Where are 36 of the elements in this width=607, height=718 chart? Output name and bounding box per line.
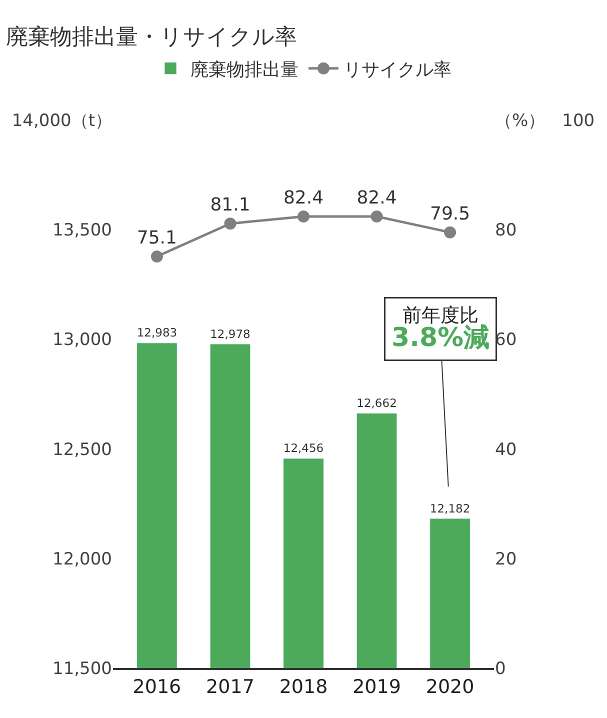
x-tick-label: 2016 [132,676,182,698]
y-tick-label: 11,500 [52,658,112,679]
data-label: 12,983 [136,326,178,340]
y2-tick-label: 80 [495,220,517,241]
point [370,210,383,222]
y2-tick-label: 20 [495,549,517,570]
x-tick-label: 2020 [426,676,474,698]
data-label: 82.4 [283,187,324,208]
data-label: 12,978 [210,326,250,341]
data-label: 75.1 [136,227,177,248]
legend-label: リサイクル率 [344,59,452,80]
point [150,250,163,262]
y-tick-label: 13,500 [52,220,112,241]
point [444,226,456,238]
y2-tick-label: 60 [495,330,517,350]
y-tick-label: 12,500 [52,440,112,460]
chart-title: 廃棄物排出量・リサイクル率 [6,25,298,50]
y-tick-label: 12,000 [52,549,112,570]
annotation: 前年度比 3.8%減 [392,304,490,354]
data-label: 79.5 [430,203,470,224]
y2-tick-label: 0 [495,658,506,679]
legend-label: 廃棄物排出量 [190,59,298,80]
y2-tick-label: （%） 100 [495,110,595,131]
data-label: 82.4 [356,187,397,208]
x-tick-label: 2019 [352,676,401,698]
y2-tick-label: 40 [495,440,517,460]
x-tick-label: 2017 [206,676,254,698]
y-tick-label: 13,000 [52,330,112,350]
data-label: 12,662 [356,396,397,410]
point [298,210,310,222]
data-label: 12,456 [283,441,324,456]
y-tick-label: 14,000（t） [12,110,112,131]
x-tick-label: 2018 [279,676,328,698]
data-label: 12,182 [430,501,470,516]
data-label: 81.1 [210,194,250,216]
point [224,218,236,230]
